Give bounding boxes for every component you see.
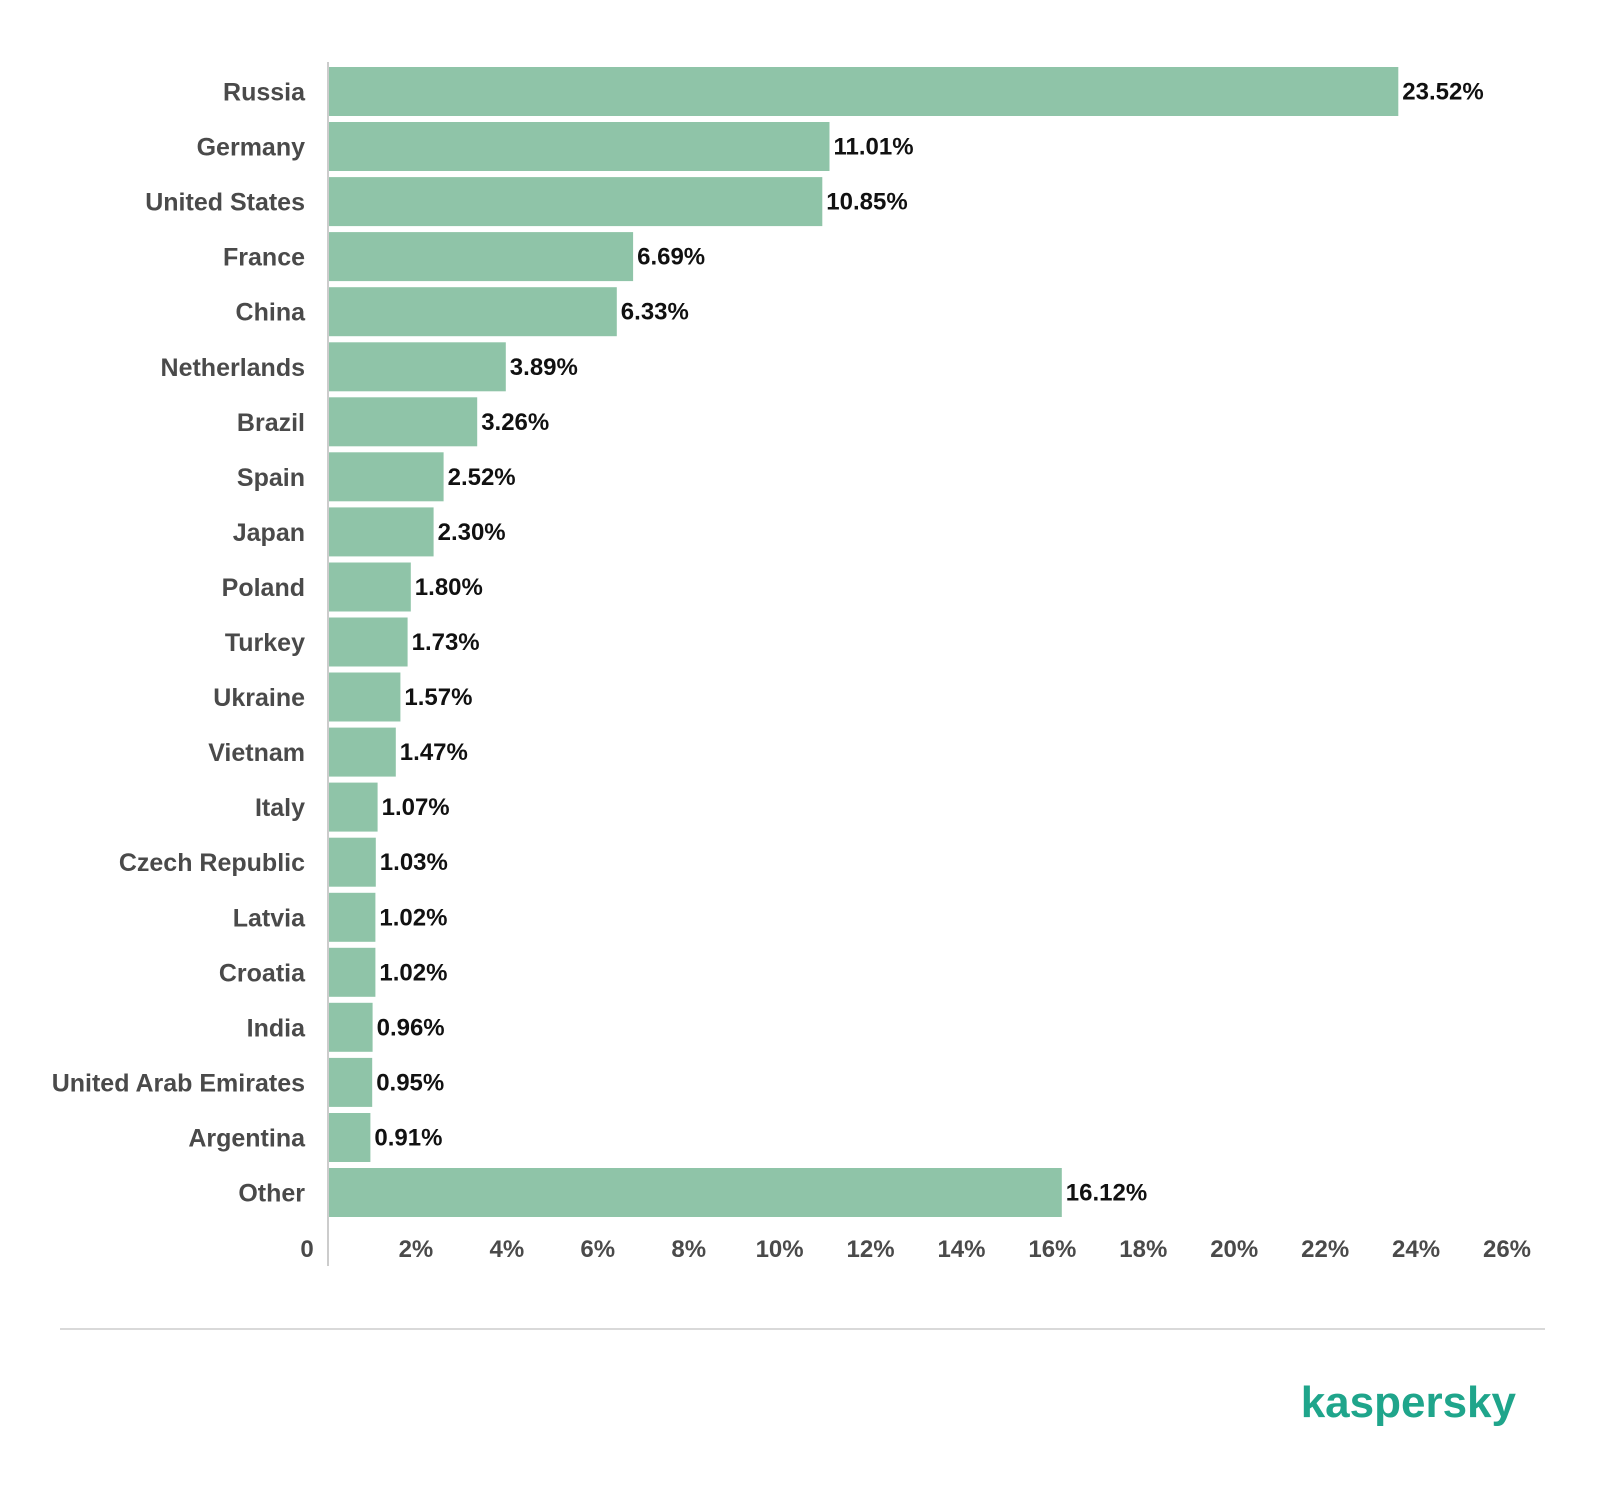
category-label-czech-republic: Czech Republic [119, 849, 305, 877]
value-label-india: 0.96% [377, 1014, 445, 1041]
bar-germany [329, 122, 830, 171]
category-label-germany: Germany [197, 134, 305, 162]
category-label-france: France [223, 244, 305, 272]
category-label-latvia: Latvia [233, 904, 306, 932]
x-tick-label: 0 [300, 1236, 313, 1263]
x-tick-label: 10% [756, 1236, 804, 1263]
x-tick-label: 14% [937, 1236, 985, 1263]
bar-united-arab-emirates [329, 1057, 373, 1107]
x-tick-label: 18% [1119, 1236, 1167, 1263]
bar-india [329, 1002, 373, 1052]
x-tick-label: 2% [399, 1236, 434, 1263]
category-labels-group: Russia Germany United States France China Net… [52, 79, 306, 1208]
value-label-russia: 23.52% [1402, 79, 1483, 106]
value-label-brazil: 3.26% [481, 409, 549, 436]
bar-russia [329, 67, 1399, 116]
value-label-latvia: 1.02% [379, 904, 447, 931]
value-label-czech-republic: 1.03% [380, 849, 448, 876]
x-tick-label: 12% [847, 1236, 895, 1263]
x-tick-label: 22% [1301, 1236, 1349, 1263]
value-label-italy: 1.07% [382, 794, 450, 821]
category-label-japan: Japan [233, 519, 305, 547]
value-label-croatia: 1.02% [379, 959, 447, 986]
value-label-united-arab-emirates: 0.95% [376, 1069, 444, 1096]
bar-turkey [329, 617, 408, 667]
value-label-turkey: 1.73% [412, 629, 480, 656]
bar-czech-republic [329, 837, 376, 887]
x-tick-label: 16% [1028, 1236, 1076, 1263]
category-label-italy: Italy [255, 794, 305, 822]
bars-group [329, 67, 1399, 1217]
x-tick-label: 26% [1483, 1236, 1531, 1263]
bar-brazil [329, 397, 478, 447]
footer-divider [60, 1328, 1545, 1330]
x-tick-label: 24% [1392, 1236, 1440, 1263]
category-label-russia: Russia [223, 79, 306, 107]
x-tick-label: 20% [1210, 1236, 1258, 1263]
value-label-united-states: 10.85% [826, 189, 907, 216]
bar-japan [329, 507, 434, 557]
category-label-poland: Poland [222, 574, 305, 602]
value-label-china: 6.33% [621, 299, 689, 326]
value-labels-group: 23.52% 11.01% 10.85% 6.69% 6.33% 3.89% 3.26% 2.… [374, 79, 1483, 1207]
category-label-netherlands: Netherlands [161, 354, 305, 382]
bar-italy [329, 782, 378, 832]
value-label-france: 6.69% [637, 244, 705, 271]
bar-china [329, 287, 617, 337]
category-label-brazil: Brazil [237, 409, 305, 437]
category-label-ukraine: Ukraine [213, 684, 305, 712]
category-label-spain: Spain [237, 464, 305, 492]
bar-other [329, 1168, 1062, 1217]
x-tick-label: 8% [671, 1236, 706, 1263]
category-label-vietnam: Vietnam [208, 739, 305, 767]
value-label-netherlands: 3.89% [510, 354, 578, 381]
category-label-croatia: Croatia [219, 959, 306, 987]
category-label-argentina: Argentina [188, 1125, 306, 1153]
x-tick-label: 4% [490, 1236, 525, 1263]
value-label-spain: 2.52% [448, 464, 516, 491]
value-label-japan: 2.30% [438, 519, 506, 546]
category-label-turkey: Turkey [225, 629, 305, 657]
bar-ukraine [329, 672, 401, 722]
category-label-united-arab-emirates: United Arab Emirates [52, 1069, 305, 1097]
bar-argentina [329, 1113, 371, 1162]
value-label-argentina: 0.91% [374, 1125, 442, 1152]
bar-france [329, 232, 634, 282]
bar-latvia [329, 892, 376, 942]
category-label-india: India [247, 1014, 306, 1042]
x-tick-label: 6% [580, 1236, 615, 1263]
x-axis-ticks-group: 0 2% 4% 6% 8% 10% 12% 14% 16% 18% 20% 22% 24% 26% [300, 1236, 1531, 1263]
bar-united-states [329, 177, 823, 227]
value-label-ukraine: 1.57% [404, 684, 472, 711]
bar-chart: Russia Germany United States France China Net… [52, 62, 1531, 1266]
value-label-other: 16.12% [1066, 1180, 1147, 1207]
bar-netherlands [329, 342, 506, 392]
bar-croatia [329, 947, 376, 997]
value-label-vietnam: 1.47% [400, 739, 468, 766]
bar-vietnam [329, 727, 396, 777]
bar-poland [329, 562, 411, 612]
value-label-poland: 1.80% [415, 574, 483, 601]
category-label-united-states: United States [145, 189, 305, 217]
category-label-other: Other [238, 1180, 305, 1208]
bar-spain [329, 452, 444, 502]
value-label-germany: 11.01% [834, 134, 914, 161]
kaspersky-logo: kaspersky [1300, 1378, 1516, 1427]
category-label-china: China [236, 299, 307, 327]
